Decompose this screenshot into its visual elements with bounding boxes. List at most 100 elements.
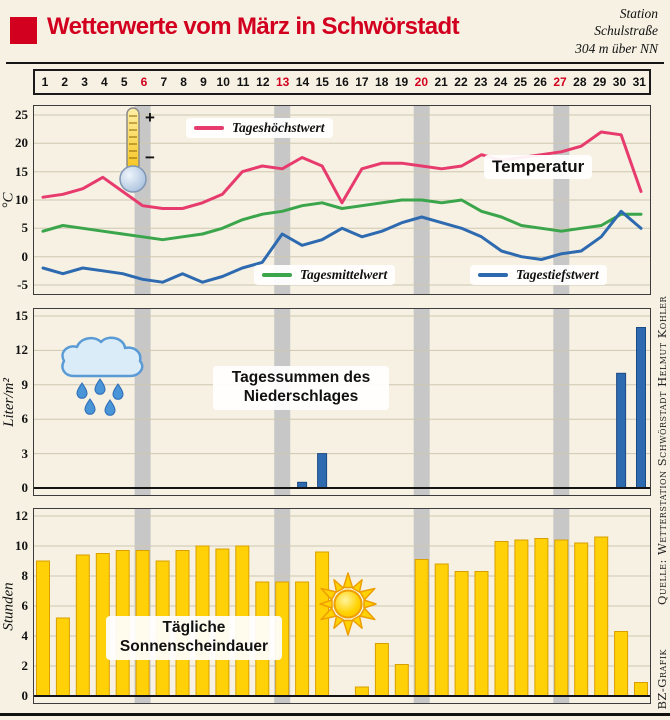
sunshine-chart-title: Tägliche Sonnenscheindauer (106, 616, 282, 660)
thermometer-plus-label: + (145, 108, 155, 127)
day-label: 25 (513, 75, 528, 89)
day-label: 12 (256, 75, 270, 89)
precipitation-chart-bar (616, 372, 627, 489)
chart-title-text: Temperatur (492, 157, 585, 176)
line-Tageshöchstwert (41, 130, 643, 210)
axis-tick: 25 (15, 107, 28, 122)
rain-cloud-icon (61, 336, 144, 416)
sunshine-chart-bar (414, 559, 429, 697)
header-divider (6, 62, 664, 64)
sunshine-title-line-2: Sonnenscheindauer (119, 637, 269, 655)
sunshine-chart-bar (554, 539, 569, 697)
thermometer-icon: + − (119, 107, 155, 193)
line-Tagesmittelwert (41, 198, 643, 242)
day-label: 15 (315, 75, 329, 89)
source-credit: Quelle: Wetterstation Schwörstadt Helmut… (655, 296, 669, 606)
sunshine-chart-bar (614, 631, 629, 697)
day-label: 31 (632, 75, 646, 89)
day-label: 17 (355, 75, 369, 89)
legend-daily-mean: Tagesmittelwert (254, 265, 396, 285)
day-label: 26 (533, 75, 547, 89)
legend-daily-minimum: Tagestiefstwert (470, 265, 607, 285)
sunshine-chart-bar (534, 538, 549, 697)
axis-tick: 3 (21, 445, 29, 461)
sunshine-chart-bar (36, 560, 50, 697)
title-bullet-square (10, 17, 37, 44)
legend-label-mean: Tagesmittelwert (300, 267, 388, 282)
day-label: 3 (81, 75, 88, 89)
sunshine-chart-bar (454, 571, 469, 697)
sunshine-chart-bar (634, 682, 648, 697)
day-label: 28 (573, 75, 587, 89)
day-label: 24 (493, 75, 508, 89)
legend-label-max: Tageshöchstwert (232, 120, 325, 135)
day-label: 8 (180, 75, 187, 89)
precipitation-axis-title: Liter/m² (1, 308, 17, 496)
axis-tick: 12 (15, 342, 28, 358)
sunday-band (553, 309, 570, 495)
precipitation-title-line-2: Niederschlages (243, 387, 359, 405)
axis-tick: 2 (21, 658, 29, 673)
line-Tagestiefstwert (41, 209, 643, 284)
sunshine-chart-bar (514, 539, 529, 697)
sunshine-chart-bar (75, 554, 90, 697)
sunshine-chart-bar (594, 536, 609, 697)
axis-tick: 0 (21, 248, 29, 264)
sunshine-chart-bar (434, 563, 449, 697)
sunshine-chart-bar (574, 542, 589, 697)
day-label: 5 (120, 75, 128, 89)
axis-tick: 20 (15, 135, 28, 151)
axis-tick: 15 (15, 308, 28, 323)
sunday-band (413, 309, 430, 495)
sunshine-chart-bar (354, 686, 369, 697)
day-label: 1 (41, 75, 49, 89)
day-label: 30 (612, 75, 627, 89)
day-label: 13 (275, 75, 290, 89)
sunshine-title-line-1: Tägliche (162, 619, 226, 636)
day-label: 21 (434, 75, 448, 89)
day-label: 29 (592, 75, 607, 89)
sunshine-chart-bar (374, 643, 389, 697)
axis-tick: 5 (21, 220, 29, 236)
publisher-credit: BZ-Grafik (655, 649, 669, 710)
axis-tick: 8 (21, 568, 29, 583)
sunshine-chart-bar (394, 664, 409, 697)
sunshine-chart-bar (474, 571, 489, 697)
precipitation-chart-bar (636, 327, 646, 489)
axis-tick: 6 (21, 411, 29, 427)
axis-tick: 10 (15, 192, 28, 207)
temperature-chart-title: Temperatur (484, 155, 593, 179)
axis-tick: 12 (15, 508, 28, 523)
legend-daily-maximum: Tageshöchstwert (186, 118, 333, 138)
axis-tick: 15 (15, 163, 28, 179)
day-axis: 1 2 3 4 5 6 7 8 9 10 11 12 13 14 15 16 17 18 19 20 21 22 23 24 2… (33, 69, 651, 95)
day-label: 19 (394, 75, 409, 89)
station-line-3: 304 m über NN (575, 40, 658, 56)
day-label: 20 (414, 75, 429, 89)
axis-tick: 0 (21, 480, 29, 495)
day-label: 14 (295, 75, 310, 89)
axis-tick: 9 (21, 376, 29, 392)
precipitation-title-line-1: Tagessummen des (231, 369, 371, 386)
day-label: 11 (236, 75, 250, 89)
day-label: 18 (375, 75, 389, 89)
axis-tick: 4 (21, 628, 29, 643)
day-label: 23 (474, 75, 488, 89)
axis-tick: 6 (21, 598, 29, 613)
day-label: 16 (335, 75, 349, 89)
sun-icon (319, 572, 377, 636)
mean-line-swatch (262, 273, 292, 277)
sunshine-chart-bar (55, 617, 70, 697)
sunshine-chart-bar (494, 541, 509, 697)
day-label: 6 (140, 75, 148, 89)
precipitation-chart-bar (317, 453, 328, 489)
min-line-swatch (478, 273, 508, 277)
axis-tick: 0 (21, 688, 29, 703)
max-line-swatch (194, 126, 224, 130)
station-info: Station Schulstraße 304 m über NN (575, 5, 658, 57)
day-label: 27 (553, 75, 567, 89)
day-label: 4 (101, 75, 108, 89)
bottom-rule (0, 713, 670, 716)
legend-label-min: Tagestiefstwert (516, 267, 599, 282)
